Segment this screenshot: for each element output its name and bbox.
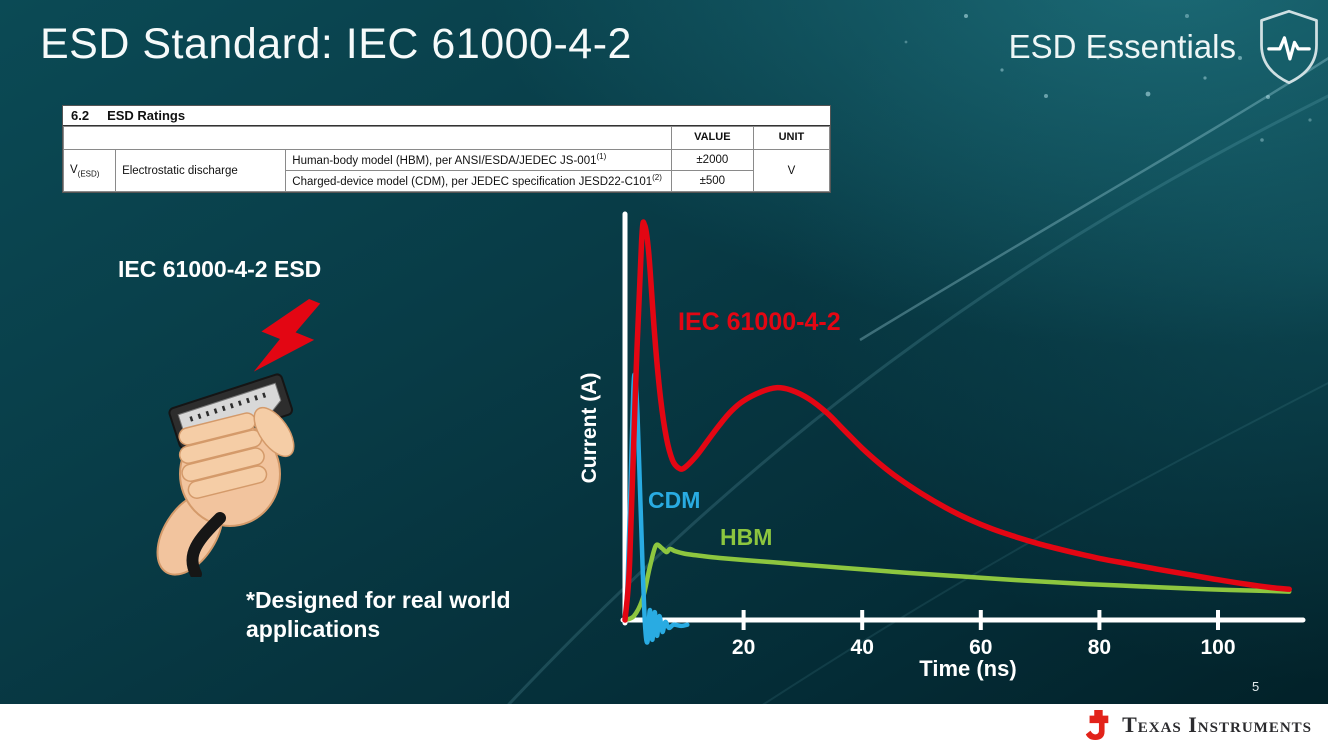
hand-connector-illustration: [156, 298, 321, 577]
decorative-swoosh: [699, 381, 1328, 746]
x-tick-label: 100: [1200, 636, 1235, 659]
cdm-footnote-sup: (2): [652, 173, 662, 183]
esd-waveform-chart: 20 40 60 80 100: [620, 211, 1306, 659]
y-axis-label: Current (A): [578, 372, 601, 484]
hbm-footnote-sup: (1): [596, 152, 607, 161]
hbm-value-cell: ±2000: [670, 148, 754, 172]
hbm-description: Human-body model (HBM), per ANSI/ESDA/JE…: [292, 154, 597, 167]
shield-logo-icon: [1260, 9, 1318, 85]
table-row: V(ESD) Electrostatic discharge Human-bod…: [62, 148, 831, 193]
esd-symbol: V: [70, 163, 78, 176]
iec-esd-label: IEC 61000-4-2 ESD: [118, 256, 322, 282]
series-iec-61000-4-2: [622, 219, 1292, 623]
footer-bar: Texas Instruments: [0, 704, 1328, 746]
hbm-description-cell: Human-body model (HBM), per ANSI/ESDA/JE…: [285, 148, 672, 172]
cdm-value-cell: ±500: [670, 170, 754, 193]
fingers: [178, 412, 268, 499]
ratings-grid: VALUE UNIT V(ESD) Electrostatic discharg…: [62, 126, 831, 193]
lightning-bolt-icon: [253, 298, 321, 372]
designed-note: *Designed for real world applications: [246, 587, 511, 642]
shield-outline: [1260, 9, 1318, 85]
table-caption-title: ESD Ratings: [107, 108, 186, 123]
x-tick-label: 60: [969, 636, 992, 659]
unit-cell: V: [752, 148, 831, 193]
cdm-description: Charged-device model (CDM), per JEDEC sp…: [292, 176, 653, 189]
decorative-dots: [904, 14, 1312, 142]
esd-symbol-cell: V(ESD): [62, 148, 117, 193]
brand-title: ESD Essentials: [1008, 28, 1236, 65]
decorative-swoosh: [859, 57, 1328, 342]
value-header: VALUE: [670, 126, 754, 150]
hand: [156, 406, 295, 576]
connector-pins: [189, 390, 271, 422]
table-row: Charged-device model (CDM), per JEDEC sp…: [64, 170, 830, 193]
x-tick-label: 40: [851, 636, 874, 659]
ti-logo-icon: [1085, 710, 1109, 740]
curve-label-iec: IEC 61000-4-2: [678, 308, 841, 336]
series-hbm: [622, 542, 1292, 623]
esd-ratings-table: 6.2 ESD Ratings VALUE UNIT V(ESD) Electr…: [62, 105, 831, 194]
cdm-description-cell: Charged-device model (CDM), per JEDEC sp…: [285, 170, 672, 193]
page-number: 5: [1252, 679, 1260, 694]
x-tick-label: 80: [1088, 636, 1111, 659]
cable: [186, 512, 226, 577]
esd-label-cell: Electrostatic discharge: [115, 148, 287, 193]
x-tick-label: 20: [732, 636, 755, 659]
decorative-swoosh: [468, 94, 1328, 746]
table-caption: 6.2 ESD Ratings: [63, 106, 830, 126]
pulse-line-icon: [1267, 36, 1311, 61]
thumb: [253, 406, 295, 458]
x-axis-label: Time (ns): [919, 656, 1017, 681]
unit-header: UNIT: [752, 126, 831, 150]
esd-symbol-sub: (ESD): [77, 168, 100, 178]
curve-label-hbm: HBM: [720, 524, 773, 550]
header-spacer-cell: [63, 126, 672, 150]
page-title: ESD Standard: IEC 61000-4-2: [40, 20, 632, 68]
table-caption-number: 6.2: [71, 108, 90, 123]
ti-wordmark: Texas Instruments: [1122, 712, 1312, 737]
curve-label-cdm: CDM: [648, 487, 701, 513]
